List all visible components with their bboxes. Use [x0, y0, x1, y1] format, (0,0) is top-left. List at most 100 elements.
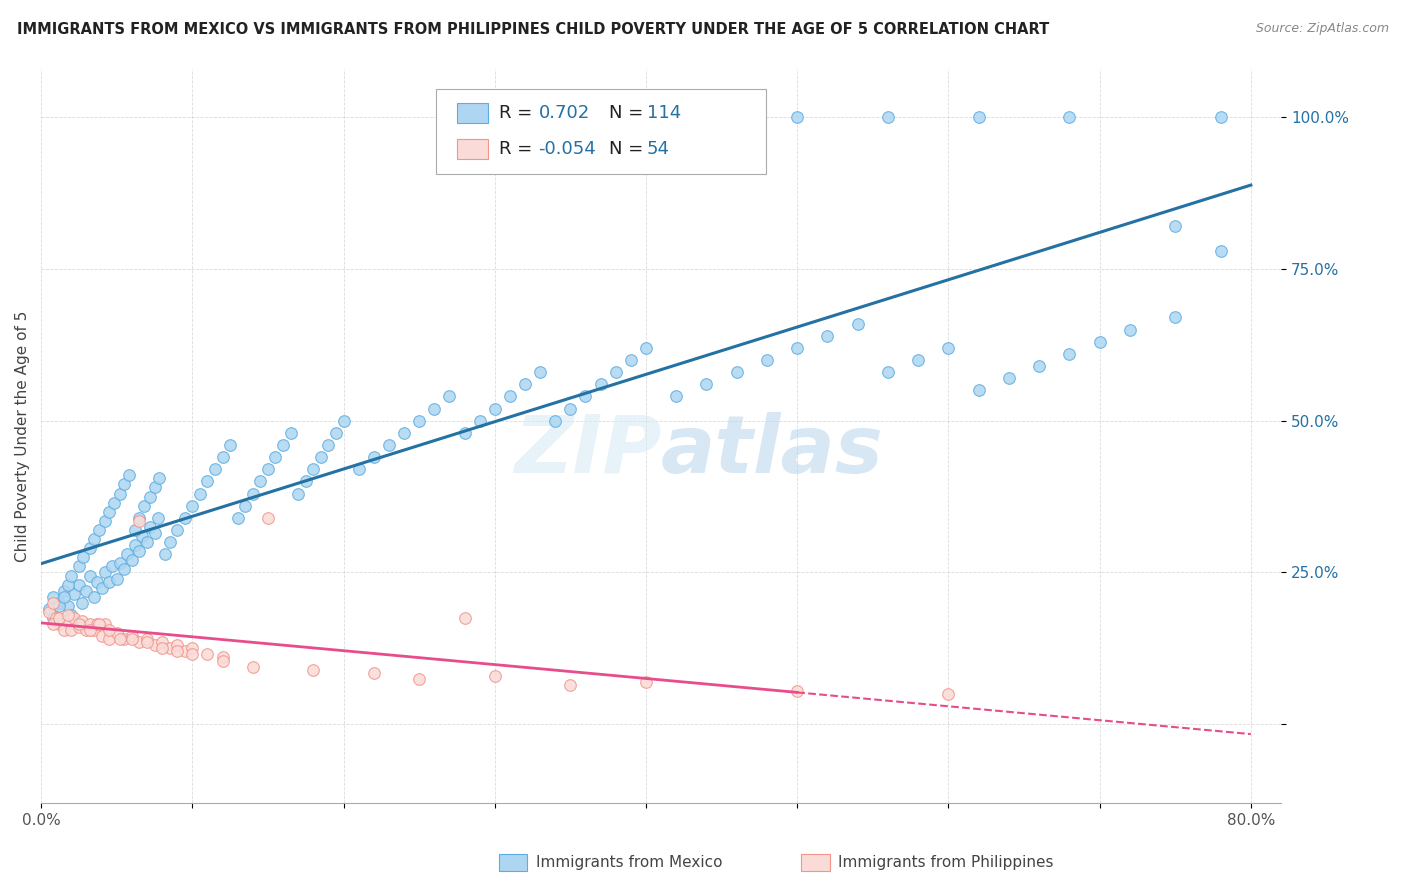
- Point: [159, 641, 181, 656]
- Point: [79, 617, 101, 632]
- Point: [136, 632, 159, 647]
- Point: [98, 623, 121, 637]
- Point: [52, 623, 75, 637]
- Point: [302, 462, 325, 476]
- Point: [67, 620, 90, 634]
- Point: [146, 511, 169, 525]
- Point: [93, 566, 115, 580]
- Point: [42, 590, 65, 604]
- Point: [60, 623, 83, 637]
- Point: [42, 611, 65, 625]
- Point: [188, 486, 211, 500]
- Point: [484, 669, 506, 683]
- Point: [181, 499, 204, 513]
- Point: [108, 557, 131, 571]
- Point: [98, 574, 121, 589]
- Point: [1028, 359, 1050, 373]
- Text: N =: N =: [609, 140, 648, 158]
- Point: [136, 635, 159, 649]
- Point: [211, 654, 233, 668]
- Point: [938, 687, 960, 701]
- Point: [408, 672, 430, 686]
- Point: [173, 644, 195, 658]
- Point: [1059, 110, 1081, 124]
- Point: [45, 611, 67, 625]
- Point: [280, 425, 302, 440]
- Point: [1119, 323, 1142, 337]
- Text: 114: 114: [647, 104, 681, 122]
- Point: [112, 632, 135, 647]
- Point: [529, 365, 551, 379]
- Point: [197, 475, 219, 489]
- Point: [264, 450, 287, 464]
- Point: [938, 341, 960, 355]
- Point: [139, 490, 162, 504]
- Point: [150, 635, 173, 649]
- Point: [132, 499, 155, 513]
- Point: [128, 544, 150, 558]
- Point: [112, 562, 135, 576]
- Point: [347, 462, 370, 476]
- Point: [143, 526, 166, 541]
- Point: [121, 632, 143, 647]
- Point: [98, 632, 121, 647]
- Point: [83, 590, 105, 604]
- Point: [219, 438, 242, 452]
- Text: -0.054: -0.054: [538, 140, 596, 158]
- Point: [90, 629, 112, 643]
- Point: [67, 559, 90, 574]
- Text: Immigrants from Philippines: Immigrants from Philippines: [838, 855, 1053, 870]
- Point: [67, 617, 90, 632]
- Point: [211, 450, 233, 464]
- Point: [131, 529, 153, 543]
- Point: [63, 587, 86, 601]
- Point: [72, 550, 94, 565]
- Point: [143, 481, 166, 495]
- Point: [42, 596, 65, 610]
- Point: [101, 559, 124, 574]
- Point: [45, 611, 67, 625]
- Point: [1209, 110, 1232, 124]
- Point: [70, 596, 93, 610]
- Point: [755, 353, 778, 368]
- Point: [153, 547, 176, 561]
- Point: [695, 110, 717, 124]
- Point: [108, 632, 131, 647]
- Point: [48, 599, 70, 613]
- Point: [560, 678, 582, 692]
- Point: [589, 377, 612, 392]
- Point: [90, 581, 112, 595]
- Point: [634, 674, 657, 689]
- Point: [136, 535, 159, 549]
- Point: [103, 496, 125, 510]
- Point: [181, 648, 204, 662]
- Point: [513, 377, 536, 392]
- Point: [128, 635, 150, 649]
- Point: [786, 341, 808, 355]
- Point: [63, 611, 86, 625]
- Text: Source: ZipAtlas.com: Source: ZipAtlas.com: [1256, 22, 1389, 36]
- Point: [695, 377, 717, 392]
- Point: [846, 317, 869, 331]
- Text: atlas: atlas: [661, 411, 884, 490]
- Point: [93, 514, 115, 528]
- Point: [79, 623, 101, 637]
- Point: [83, 623, 105, 637]
- Point: [58, 577, 80, 591]
- Point: [148, 471, 170, 485]
- Point: [181, 641, 204, 656]
- Point: [423, 401, 446, 416]
- Point: [967, 110, 990, 124]
- Point: [877, 365, 900, 379]
- Point: [79, 541, 101, 556]
- Text: ZIP: ZIP: [513, 411, 661, 490]
- Point: [392, 425, 415, 440]
- Point: [93, 617, 115, 632]
- Point: [86, 574, 108, 589]
- Point: [363, 665, 385, 680]
- Point: [143, 638, 166, 652]
- Point: [302, 663, 325, 677]
- Point: [318, 438, 340, 452]
- Point: [249, 475, 271, 489]
- Point: [70, 614, 93, 628]
